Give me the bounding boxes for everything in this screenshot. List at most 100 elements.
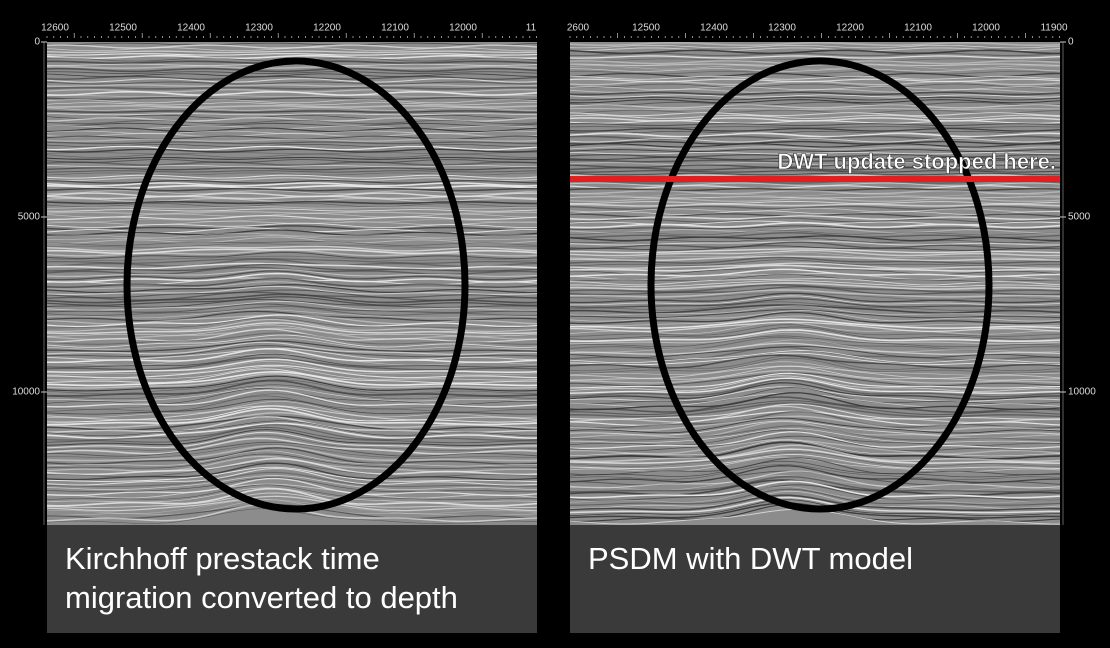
- seismic-reflector: [570, 125, 1060, 129]
- seismic-reflector: [570, 453, 1060, 469]
- seismic-reflector: [47, 182, 537, 187]
- seismic-reflector: [47, 477, 537, 497]
- seismic-reflector: [47, 437, 537, 455]
- seismic-reflector: [570, 379, 1060, 398]
- seismic-reflector: [570, 335, 1060, 348]
- seismic-reflector: [47, 492, 537, 508]
- seismic-reflector: [47, 386, 537, 402]
- seismic-reflector: [570, 75, 1060, 80]
- seismic-reflector: [570, 392, 1060, 411]
- seismic-reflector: [570, 170, 1060, 173]
- seismic-reflector: [570, 91, 1060, 96]
- seismic-reflector: [570, 415, 1060, 432]
- seismic-reflector: [47, 334, 537, 348]
- seismic-reflector: [47, 420, 537, 436]
- seismic-reflector: [47, 50, 537, 54]
- seismic-reflector: [47, 180, 537, 184]
- seismic-reflector: [47, 373, 537, 389]
- seismic-reflector: [570, 372, 1060, 389]
- seismic-reflector: [570, 225, 1060, 230]
- seismic-reflector: [570, 127, 1060, 132]
- seismic-reflector: [570, 490, 1060, 509]
- seismic-reflector: [570, 451, 1060, 468]
- seismic-reflector: [570, 185, 1060, 189]
- seismic-reflector: [570, 45, 1060, 49]
- seismic-reflector: [47, 364, 537, 379]
- seismic-reflector: [47, 71, 537, 74]
- seismic-reflector: [570, 400, 1060, 416]
- seismic-reflector: [570, 377, 1060, 394]
- seismic-reflector: [47, 384, 537, 400]
- seismic-reflector: [570, 104, 1060, 109]
- seismic-reflector: [47, 177, 537, 182]
- seismic-reflector: [47, 462, 537, 481]
- seismic-reflector: [47, 161, 537, 167]
- seismic-reflector: [47, 67, 537, 73]
- caption-right: PSDM with DWT model: [570, 525, 1060, 633]
- seismic-reflector: [47, 167, 537, 171]
- seismic-reflector: [570, 480, 1060, 499]
- seismic-reflector: [570, 417, 1060, 434]
- seismic-reflector: [570, 486, 1060, 504]
- seismic-reflector: [47, 141, 537, 145]
- seismic-reflector: [570, 420, 1060, 436]
- seismic-reflector: [47, 393, 537, 410]
- seismic-reflector: [47, 422, 537, 440]
- seismic-reflector: [47, 78, 537, 83]
- annotation: DWT update stopped here.: [777, 149, 1056, 174]
- seismic-reflector: [570, 143, 1060, 148]
- seismic-reflector: [570, 396, 1060, 414]
- seismic-reflector: [47, 375, 537, 392]
- seismic-reflector: [47, 447, 537, 465]
- seismic-reflector: [47, 145, 537, 151]
- seismic-reflector: [47, 170, 537, 173]
- seismic-reflector: [47, 119, 537, 125]
- seismic-reflector: [47, 361, 537, 376]
- seismic-reflector: [47, 184, 537, 190]
- seismic-reflector: [570, 435, 1060, 452]
- seismic-reflector: [47, 435, 537, 451]
- seismic-reflector: [570, 42, 1060, 47]
- caption-text: Kirchhoff prestack time migration conver…: [65, 541, 458, 615]
- seismic-reflector: [47, 441, 537, 457]
- seismic-reflector: [570, 464, 1060, 480]
- seismic-reflector: [47, 487, 537, 507]
- seismic-reflector: [47, 90, 537, 96]
- seismic-reflector: [570, 159, 1060, 163]
- x-tick-label: 2600: [567, 23, 590, 34]
- seismic-reflector: [47, 332, 537, 345]
- seismic-reflector: [570, 114, 1060, 119]
- seismic-reflector: [570, 217, 1060, 223]
- seismic-reflector: [570, 420, 1060, 439]
- seismic-reflector: [47, 398, 537, 415]
- seismic-reflector: [47, 86, 537, 90]
- seismic-reflector: [47, 95, 537, 97]
- seismic-reflector: [570, 475, 1060, 493]
- seismic-reflector: [47, 477, 537, 493]
- highlight-ellipse: [647, 57, 993, 513]
- seismic-reflector: [570, 63, 1060, 67]
- x-tick-label: 11: [526, 23, 537, 34]
- seismic-reflector: [47, 445, 537, 462]
- seismic-reflector: [570, 387, 1060, 405]
- seismic-reflector: [570, 329, 1060, 343]
- seismic-reflector: [47, 172, 537, 176]
- seismic-reflector: [47, 453, 537, 469]
- seismic-reflector: [47, 225, 537, 231]
- seismic-reflector: [47, 105, 537, 108]
- x-tick-label: 12500: [632, 23, 660, 34]
- x-tick-label: 12000: [972, 23, 1000, 34]
- seismic-reflector: [47, 174, 537, 179]
- seismic-reflector: [47, 495, 537, 512]
- seismic-reflector: [570, 227, 1060, 234]
- seismic-reflector: [47, 153, 537, 158]
- y-tick-label: 10000: [12, 387, 40, 398]
- seismic-reflector: [570, 137, 1060, 143]
- seismic-reflector: [47, 65, 537, 69]
- seismic-reflector: [47, 114, 537, 119]
- x-tick-label: 12400: [177, 23, 205, 34]
- seismic-reflector: [47, 110, 537, 114]
- caption-text: PSDM with DWT model: [588, 541, 913, 576]
- seismic-reflector: [570, 448, 1060, 464]
